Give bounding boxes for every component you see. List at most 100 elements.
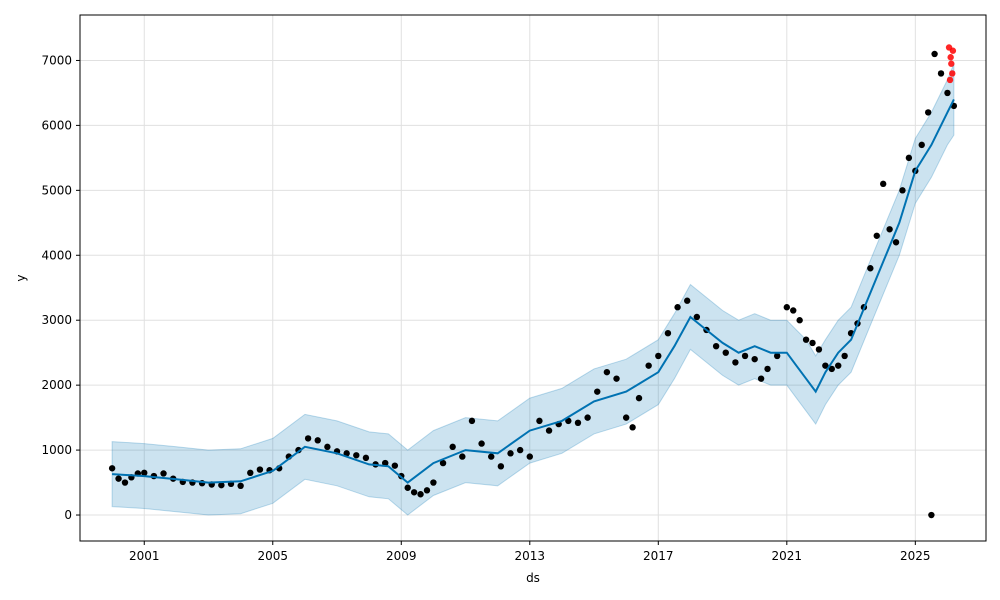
x-tick-label: 2021 (772, 549, 803, 563)
observed-point (773, 352, 781, 360)
observed-point (410, 489, 418, 496)
observed-point (732, 359, 739, 366)
observed-point (635, 394, 643, 402)
highlighted-points-layer (945, 44, 957, 84)
y-tick-label: 1000 (41, 443, 72, 457)
observed-point (841, 352, 848, 360)
observed-point (391, 462, 399, 469)
observed-point (417, 491, 424, 498)
observed-point (353, 452, 360, 459)
observed-point (931, 50, 938, 58)
observed-point (928, 511, 935, 519)
observed-point (449, 443, 456, 451)
observed-point (918, 141, 925, 149)
observed-point (828, 365, 835, 373)
observed-point (751, 355, 758, 363)
x-tick-label: 2013 (515, 549, 546, 563)
observed-point (684, 297, 691, 304)
forecast-line (112, 98, 955, 484)
observed-point (218, 481, 225, 489)
observed-point (802, 336, 810, 343)
observed-point (507, 450, 514, 457)
y-tick-label: 2000 (41, 378, 72, 392)
observed-point (764, 365, 771, 373)
observed-point (664, 329, 672, 337)
observed-point (362, 454, 370, 462)
observed-point (468, 417, 476, 425)
observed-point (423, 487, 431, 494)
observed-point (314, 437, 321, 444)
observed-point (879, 180, 887, 188)
observed-point (526, 453, 533, 460)
observed-point (924, 109, 932, 116)
observed-point (873, 232, 880, 239)
observed-point (622, 414, 630, 421)
observed-point (439, 459, 447, 467)
observed-point (712, 342, 720, 350)
y-tick-label: 7000 (41, 53, 72, 67)
observed-point (324, 443, 331, 451)
x-tick-label: 2009 (386, 549, 417, 563)
observed-point (645, 362, 652, 369)
observed-point (603, 368, 611, 376)
observed-point (545, 427, 553, 434)
x-axis-title: ds (526, 571, 540, 585)
y-tick-label: 3000 (41, 313, 72, 327)
observed-point (693, 313, 701, 321)
observed-point (574, 419, 582, 427)
observed-point (613, 375, 620, 382)
y-tick-label: 0 (64, 508, 72, 522)
observed-point (796, 317, 803, 324)
observed-point (488, 453, 495, 460)
observed-point (937, 70, 945, 77)
x-ticks: 2001 2005 2009 2013 2017 2021 2025 (129, 541, 931, 563)
observed-point (459, 453, 466, 460)
interval-band-layer (111, 63, 955, 516)
observed-point (497, 463, 505, 470)
observed-point (382, 459, 389, 467)
observed-point (478, 440, 485, 447)
observed-point (304, 435, 312, 442)
observed-point (160, 470, 167, 477)
x-tick-label: 2025 (900, 549, 931, 563)
observed-point (108, 465, 116, 472)
highlighted-point (947, 54, 954, 61)
observed-point (343, 450, 350, 457)
observed-point (536, 417, 543, 425)
y-tick-label: 5000 (41, 183, 72, 197)
plot-frame (79, 14, 987, 542)
observed-point (815, 346, 823, 353)
y-ticks: 0 1000 2000 3000 4000 5000 6000 7000 (41, 53, 80, 522)
observed-point (867, 265, 874, 272)
observed-point (809, 339, 816, 347)
observed-point (121, 479, 129, 486)
observed-point (822, 362, 829, 369)
y-axis-title: y (14, 274, 28, 281)
observed-point (584, 414, 591, 421)
observed-point (237, 482, 244, 490)
observed-point (516, 446, 524, 454)
observed-point (835, 362, 842, 369)
highlighted-point (948, 60, 955, 67)
highlighted-point (949, 47, 957, 54)
observed-point (256, 466, 264, 473)
observed-point (944, 89, 951, 97)
observed-point (565, 417, 572, 425)
observed-point (741, 352, 749, 360)
observed-point (247, 469, 254, 477)
observed-point (629, 424, 636, 431)
observed-point (886, 226, 893, 233)
observed-point (722, 349, 729, 356)
uncertainty-band (111, 63, 955, 516)
observed-point (790, 307, 797, 314)
highlighted-point (949, 70, 956, 77)
forecast-line-layer (112, 98, 955, 484)
observed-point (404, 484, 411, 491)
observed-point (757, 375, 765, 382)
observed-point (905, 154, 913, 162)
x-tick-label: 2005 (257, 549, 288, 563)
grid-layer (80, 15, 986, 541)
